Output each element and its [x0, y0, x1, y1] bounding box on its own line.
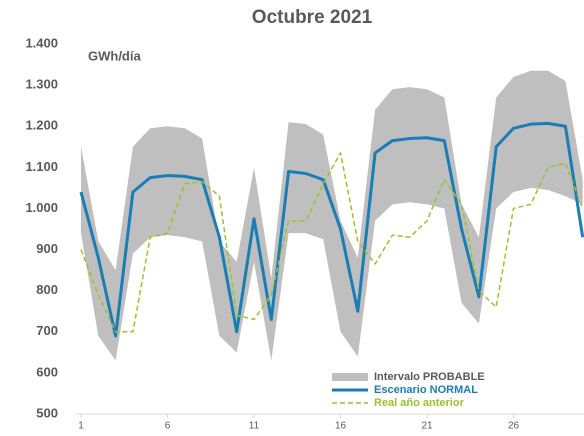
y-tick-label: 1.400	[25, 35, 58, 50]
y-tick-label: 1.200	[25, 118, 58, 133]
x-tick-label: 16	[335, 421, 347, 432]
y-tick-label: 800	[36, 282, 58, 297]
y-tick-label: 900	[36, 241, 58, 256]
y-tick-label: 500	[36, 405, 58, 420]
x-tick-label: 6	[165, 421, 171, 432]
y-tick-label: 600	[36, 364, 58, 379]
y-tick-label: 1.100	[25, 159, 58, 174]
y-tick-label: 1.300	[25, 77, 58, 92]
x-tick-label: 11	[249, 421, 260, 432]
series-line	[79, 121, 584, 338]
probable-band	[81, 70, 583, 361]
x-tick-label: 1	[78, 421, 84, 432]
chart-title: Octubre 2021	[252, 7, 373, 28]
y-tick-label: 700	[36, 323, 58, 338]
legend-label: Intervalo PROBABLE	[374, 371, 485, 383]
x-tick-label: 21	[421, 421, 433, 432]
legend-swatch	[332, 373, 368, 381]
legend-label: Real año anterior	[374, 397, 465, 409]
y-tick-label: 1.000	[25, 200, 58, 215]
y-axis-unit: GWh/día	[88, 48, 141, 63]
legend-label: Escenario NORMAL	[374, 384, 478, 396]
x-tick-label: 26	[508, 421, 520, 432]
series-line	[80, 152, 584, 333]
